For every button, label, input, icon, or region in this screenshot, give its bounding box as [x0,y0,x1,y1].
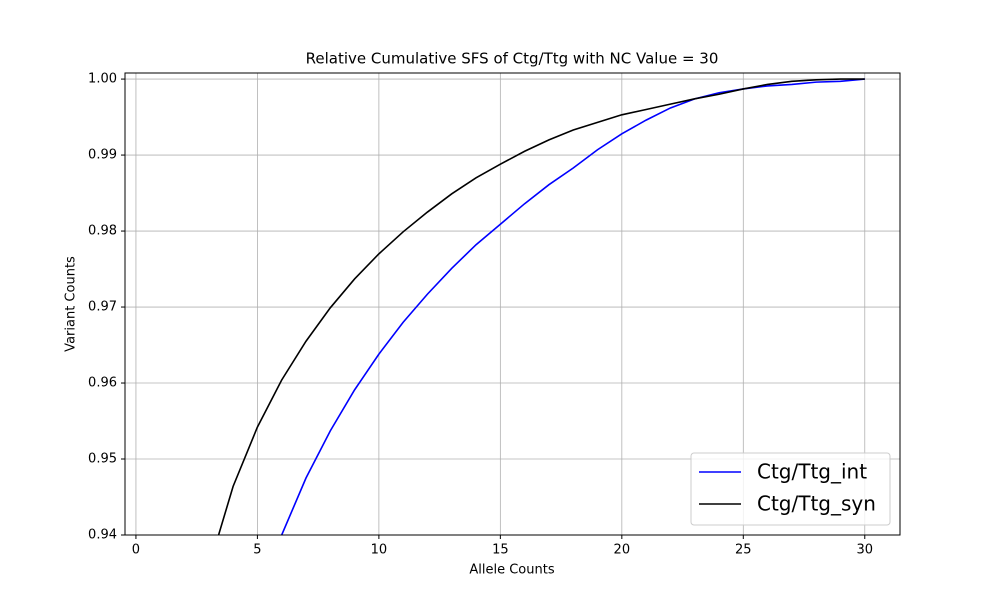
y-tick-label: 0.99 [88,148,117,163]
x-tick-label: 5 [253,543,261,558]
legend: Ctg/Ttg_int Ctg/Ttg_syn [690,452,891,526]
x-tick-label: 10 [371,543,388,558]
chart-title: Relative Cumulative SFS of Ctg/Ttg with … [306,50,719,68]
plot-area [217,78,865,535]
x-tick-label: 20 [614,543,631,558]
legend-label: Ctg/Ttg_int [757,460,867,484]
x-tick-label: 15 [492,543,509,558]
x-tick-label: 30 [856,543,873,558]
y-tick-label: 0.98 [88,224,117,239]
x-tick-label: 0 [132,543,140,558]
x-axis-label: Allele Counts [469,563,554,578]
x-tick-label: 25 [735,543,752,558]
legend-label: Ctg/Ttg_syn [757,492,876,516]
y-tick-label: 0.95 [88,452,117,467]
data-line [217,78,865,535]
y-tick-label: 1.00 [88,72,117,87]
y-tick-label: 0.97 [88,300,117,315]
y-tick-label: 0.96 [88,376,117,391]
axes-frame [124,72,901,536]
legend-box [690,452,891,526]
y-axis-label: Variant Counts [64,256,79,352]
y-tick-label: 0.94 [88,528,117,543]
